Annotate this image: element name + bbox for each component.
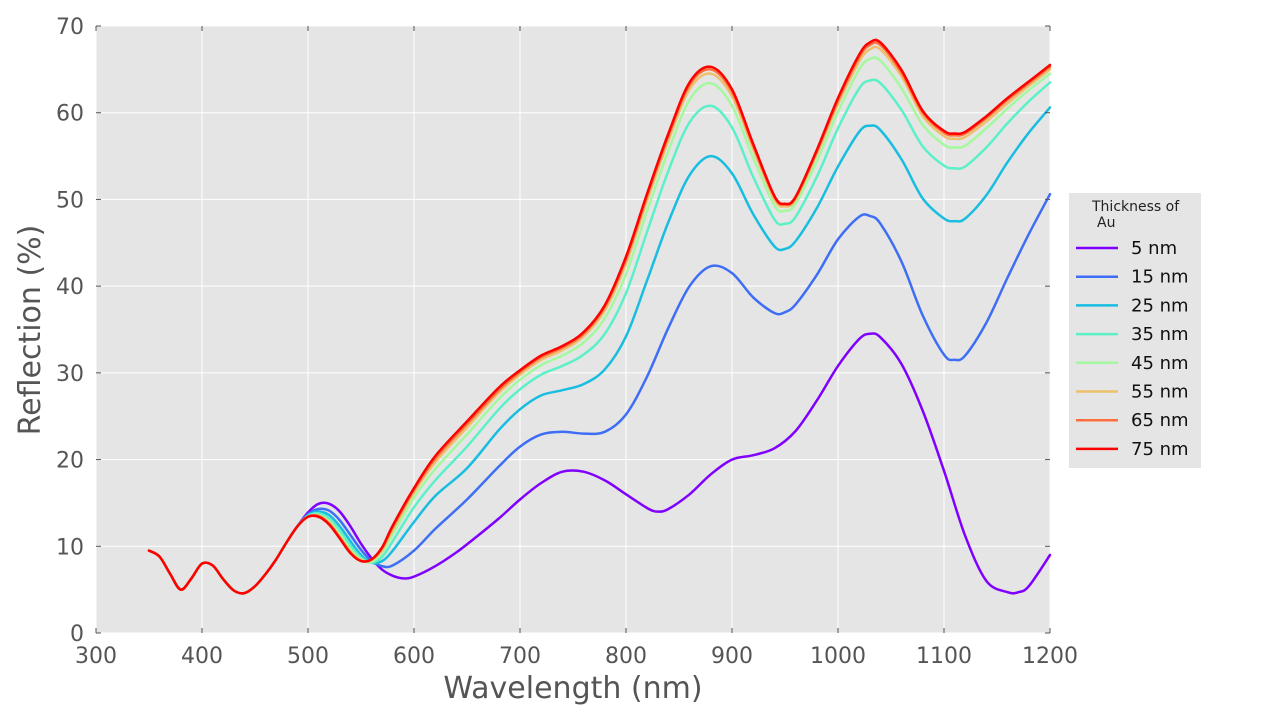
- legend-label: 15 nm: [1131, 267, 1189, 288]
- legend-label: 55 nm: [1131, 382, 1189, 403]
- legend-title-line-2: Au: [1097, 215, 1115, 231]
- y-tick-labels: 0 10 20 30 40 50 60 70: [56, 15, 84, 647]
- legend-label: 75 nm: [1131, 439, 1189, 460]
- x-tick-labels: 300 400 500 600 700 800 900 1000 1100 1200: [75, 644, 1078, 669]
- legend-title-line-1: Thickness of: [1091, 199, 1180, 215]
- x-tick-label: 300: [75, 644, 117, 669]
- x-tick-label: 600: [393, 644, 435, 669]
- y-tick-label: 20: [56, 449, 84, 474]
- y-tick-label: 50: [56, 188, 84, 213]
- axis-ticks: [95, 25, 1051, 634]
- x-tick-label: 400: [181, 644, 223, 669]
- x-tick-label: 1200: [1022, 644, 1078, 669]
- legend-label: 35 nm: [1131, 324, 1189, 345]
- legend: Thickness of Au 5 nm 15 nm 25 nm 35 nm 45 nm…: [1069, 193, 1201, 468]
- x-tick-label: 1000: [810, 644, 866, 669]
- x-axis-label: Wavelength (nm): [443, 671, 702, 706]
- y-tick-label: 30: [56, 362, 84, 387]
- x-tick-label: 700: [499, 644, 541, 669]
- y-axis-label: Reflection (%): [13, 225, 48, 436]
- y-tick-label: 40: [56, 275, 84, 300]
- legend-label: 45 nm: [1131, 353, 1189, 374]
- legend-label: 65 nm: [1131, 410, 1189, 431]
- x-tick-label: 800: [605, 644, 647, 669]
- x-tick-label: 900: [711, 644, 753, 669]
- y-tick-label: 0: [70, 622, 84, 647]
- series-lines: [147, 38, 1052, 595]
- plot-area: [96, 26, 1050, 633]
- x-tick-label: 1100: [916, 644, 972, 669]
- legend-box: [1069, 193, 1201, 468]
- legend-items: 5 nm 15 nm 25 nm 35 nm 45 nm 55 nm 65 nm 75 nm: [1076, 238, 1189, 460]
- x-tick-label: 500: [287, 644, 329, 669]
- y-tick-label: 70: [56, 15, 84, 40]
- y-tick-label: 60: [56, 102, 84, 127]
- legend-label: 5 nm: [1131, 238, 1177, 259]
- series-line: [147, 38, 1052, 595]
- legend-label: 25 nm: [1131, 295, 1189, 316]
- y-tick-label: 10: [56, 535, 84, 560]
